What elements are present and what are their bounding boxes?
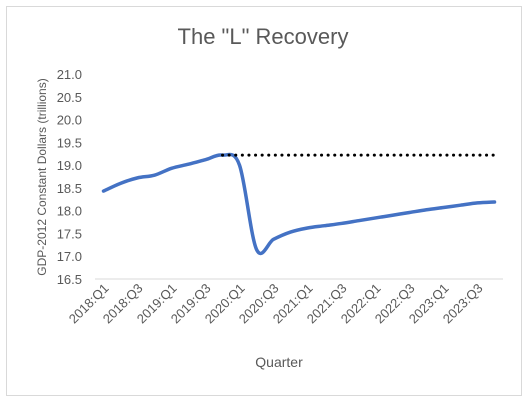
y-tick-label: 17.5 — [57, 226, 82, 241]
chart-title: The "L" Recovery — [178, 24, 349, 49]
y-tick-label: 16.5 — [57, 272, 82, 287]
y-tick-label: 19.0 — [57, 158, 82, 173]
chart-frame — [6, 6, 522, 396]
y-tick-label: 19.5 — [57, 135, 82, 150]
y-axis-label: GDP-2012 Constant Dollars (trillions) — [35, 78, 49, 275]
y-tick-label: 18.5 — [57, 181, 82, 196]
x-axis-ticks: 2018:Q12018:Q32019:Q12019:Q32020:Q12020:… — [66, 281, 486, 327]
y-tick-label: 21.0 — [57, 67, 82, 82]
gdp-series-line — [101, 152, 497, 256]
y-axis-ticks: 21.0 20.5 20.0 19.5 19.0 18.5 18.0 17.5 17.0 16.5 — [57, 67, 82, 287]
y-tick-label: 17.0 — [57, 249, 82, 264]
y-tick-label: 20.5 — [57, 90, 82, 105]
x-axis-label: Quarter — [255, 354, 303, 370]
y-tick-label: 18.0 — [57, 204, 82, 219]
y-tick-label: 20.0 — [57, 113, 82, 128]
series-layer — [101, 152, 497, 256]
